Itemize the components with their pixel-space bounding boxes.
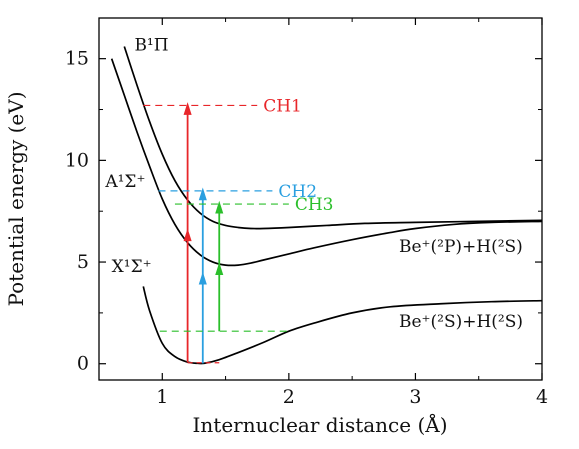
plot-frame (98, 17, 543, 381)
x-tick-label: 1 (156, 386, 168, 408)
y-tick-label: 10 (65, 149, 89, 171)
y-tick-label: 15 (65, 48, 89, 70)
y-tick-label: 0 (77, 353, 89, 375)
tick-labels: 1 2 3 4 0 5 10 15 (65, 48, 548, 408)
curve-annotation: Be⁺(²P)+H(²S) (399, 237, 523, 257)
curve-annotation: X¹Σ⁺ (112, 257, 152, 277)
axis-ticks (99, 18, 543, 380)
arrow-head (215, 262, 224, 276)
arrow-head (198, 187, 207, 201)
transition-ch3: CH3 (174, 195, 334, 332)
curve-annotations: B¹Π A¹Σ⁺ X¹Σ⁺ Be⁺(²P)+H(²S) Be⁺(²S)+H(²S) (104, 36, 523, 333)
curve-b1 (123, 46, 542, 230)
potential-curves (110, 46, 542, 365)
curve-annotation: Be⁺(²S)+H(²S) (399, 312, 523, 332)
transition-ch1: CH1 (143, 96, 302, 363)
transition-label: CH2 (278, 182, 317, 202)
transition-ch2: CH2 (158, 182, 317, 364)
arrow-head (183, 102, 192, 115)
y-tick-label: 5 (77, 251, 89, 273)
arrow-head (198, 271, 207, 285)
x-tick-label: 2 (283, 386, 295, 408)
x-axis-label: Internuclear distance (Å) (193, 412, 448, 437)
curve-a1 (110, 58, 542, 267)
curve-annotation: B¹Π (134, 36, 168, 56)
curve-annotation: A¹Σ⁺ (104, 172, 145, 192)
arrow-head (183, 228, 192, 242)
y-axis-label: Potential energy (eV) (4, 91, 28, 306)
transition-label: CH3 (295, 195, 334, 215)
transition-label: CH1 (263, 96, 302, 116)
x-tick-label: 3 (409, 386, 421, 408)
arrow-head (215, 200, 224, 214)
curve-x1 (142, 286, 542, 365)
x-tick-label: 4 (536, 386, 548, 408)
